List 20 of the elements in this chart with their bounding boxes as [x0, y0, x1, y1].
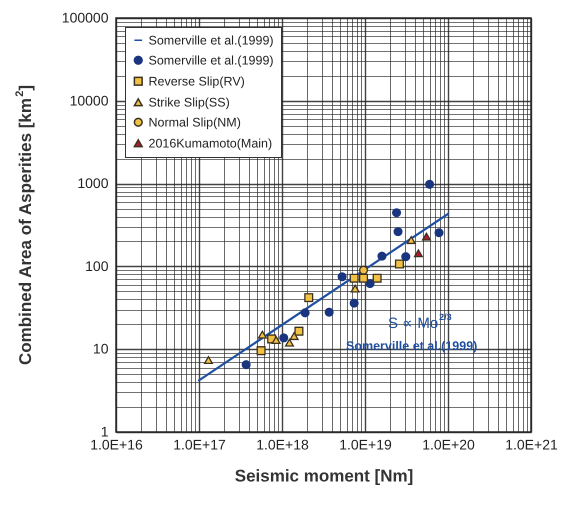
- x-tick-label: 1.0E+16: [90, 436, 143, 452]
- x-tick-label: 1.0E+21: [505, 436, 558, 452]
- legend-label: Somerville et al.(1999): [148, 53, 274, 68]
- x-tick-label: 1.0E+18: [256, 436, 309, 452]
- y-tick-label: 1: [100, 424, 109, 440]
- legend-label: Normal Slip(NM): [148, 115, 241, 130]
- legend-label: Strike Slip(SS): [148, 95, 230, 110]
- y-tick-label: 1000: [77, 175, 109, 192]
- y-tick-label: 10000: [70, 92, 109, 108]
- x-tick-label: 1.0E+17: [173, 436, 226, 452]
- x-tick-label: 1.0E+20: [422, 436, 475, 452]
- x-tick-label: 1.0E+19: [339, 436, 392, 452]
- y-tick-label: 100: [85, 258, 109, 274]
- legend-label: 2016Kumamoto(Main): [148, 136, 272, 150]
- y-axis-title: Combined Area of Asperities [km2]: [14, 84, 35, 366]
- x-axis-title: Seismic moment [Nm]: [234, 466, 414, 486]
- legend-label: Somerville et al.(1999): [148, 33, 274, 48]
- legend-label: Reverse Slip(RV): [148, 74, 245, 88]
- y-tick-label: 100000: [62, 10, 109, 26]
- y-tick-label: 10: [92, 340, 109, 357]
